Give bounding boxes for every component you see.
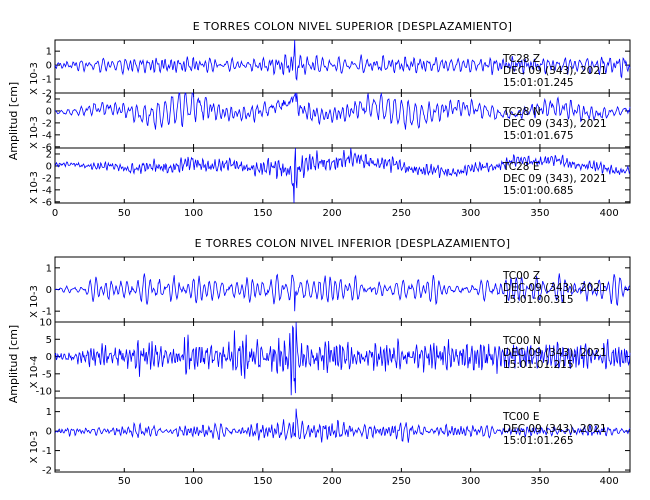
x-tick-label: 350 bbox=[530, 208, 549, 219]
y-tick-label: 0 bbox=[46, 352, 52, 363]
station-info-line: 15:01:01.245 bbox=[503, 77, 574, 89]
scale-label: X 10-3 bbox=[29, 171, 40, 204]
scale-label: X 10-3 bbox=[29, 431, 40, 464]
x-tick-label: 250 bbox=[392, 476, 411, 487]
station-info-line: TC28 E bbox=[502, 161, 539, 173]
station-info-line: DEC 09 (343), 2021 bbox=[503, 65, 607, 77]
station-info-line: 15:01:00.685 bbox=[503, 185, 574, 197]
station-info-line: TC00 E bbox=[502, 411, 539, 423]
scale-label: X 10-3 bbox=[29, 62, 40, 95]
chart-title: E TORRES COLON NIVEL INFERIOR [DESPLAZAM… bbox=[195, 237, 511, 250]
y-tick-label: -5 bbox=[42, 369, 52, 380]
y-tick-label: -10 bbox=[36, 387, 52, 398]
station-info-line: TC28 Z bbox=[502, 53, 540, 65]
station-info-line: 15:01:01.265 bbox=[503, 435, 574, 447]
y-tick-label: -2 bbox=[42, 173, 52, 184]
station-info-line: DEC 09 (343), 2021 bbox=[503, 118, 607, 130]
station-info-line: DEC 09 (343), 2021 bbox=[503, 423, 607, 435]
x-tick-label: 100 bbox=[184, 208, 203, 219]
station-info-line: DEC 09 (343), 2021 bbox=[503, 282, 607, 294]
chart-group-2: E TORRES COLON NIVEL INFERIOR [DESPLAZAM… bbox=[7, 237, 631, 487]
y-tick-label: 1 bbox=[46, 263, 52, 274]
y-tick-label: 1 bbox=[46, 407, 52, 418]
chart-title: E TORRES COLON NIVEL SUPERIOR [DESPLAZAM… bbox=[193, 20, 513, 33]
y-tick-label: 2 bbox=[46, 94, 52, 105]
scale-label: X 10-3 bbox=[29, 285, 40, 318]
y-tick-label: -2 bbox=[42, 118, 52, 129]
x-tick-label: 50 bbox=[118, 476, 131, 487]
x-tick-label: 400 bbox=[600, 208, 619, 219]
station-info-line: TC00 N bbox=[502, 335, 541, 347]
waveform-trace bbox=[54, 322, 631, 396]
scale-label: X 10-4 bbox=[29, 356, 40, 389]
y-tick-label: 0 bbox=[46, 427, 52, 438]
y-axis-label: Amplitud [cm] bbox=[7, 82, 20, 160]
y-tick-label: 0 bbox=[46, 61, 52, 72]
waveform-trace bbox=[54, 147, 631, 204]
y-tick-label: 1 bbox=[46, 47, 52, 58]
y-tick-label: -4 bbox=[42, 185, 52, 196]
scale-label: X 10-3 bbox=[29, 116, 40, 149]
y-tick-label: -2 bbox=[42, 89, 52, 100]
waveform-trace bbox=[54, 408, 631, 443]
x-tick-label: 100 bbox=[184, 476, 203, 487]
y-tick-label: 2 bbox=[46, 149, 52, 160]
station-info-line: 15:01:00.315 bbox=[503, 294, 574, 306]
chart-group-1: E TORRES COLON NIVEL SUPERIOR [DESPLAZAM… bbox=[7, 20, 631, 219]
x-tick-label: 0 bbox=[52, 208, 58, 219]
y-axis-label: Amplitud [cm] bbox=[7, 325, 20, 403]
y-tick-label: 0 bbox=[46, 161, 52, 172]
waveform-trace bbox=[54, 92, 631, 130]
y-tick-label: 5 bbox=[46, 335, 52, 346]
y-tick-label: -1 bbox=[42, 446, 52, 457]
y-tick-label: -6 bbox=[42, 142, 52, 153]
station-info-line: DEC 09 (343), 2021 bbox=[503, 173, 607, 185]
x-tick-label: 350 bbox=[530, 476, 549, 487]
x-tick-label: 150 bbox=[253, 208, 272, 219]
y-tick-label: -1 bbox=[42, 307, 52, 318]
y-tick-label: 10 bbox=[39, 318, 52, 329]
y-tick-label: -4 bbox=[42, 130, 52, 141]
x-tick-label: 50 bbox=[118, 208, 131, 219]
station-info-line: 15:01:01.675 bbox=[503, 130, 574, 142]
y-tick-label: -2 bbox=[42, 466, 52, 477]
x-tick-label: 300 bbox=[461, 476, 480, 487]
y-tick-label: 0 bbox=[46, 106, 52, 117]
x-tick-label: 400 bbox=[600, 476, 619, 487]
x-tick-label: 150 bbox=[253, 476, 272, 487]
x-tick-label: 200 bbox=[323, 208, 342, 219]
panel-frame bbox=[54, 397, 631, 473]
panel-frame bbox=[54, 147, 631, 204]
station-info-line: TC00 Z bbox=[502, 270, 540, 282]
station-info-line: 15:01:01.215 bbox=[503, 359, 574, 371]
waveform-trace bbox=[54, 273, 631, 312]
station-info-line: DEC 09 (343), 2021 bbox=[503, 347, 607, 359]
y-tick-label: -6 bbox=[42, 197, 52, 208]
x-tick-label: 300 bbox=[461, 208, 480, 219]
y-tick-label: 0 bbox=[46, 285, 52, 296]
waveform-trace bbox=[54, 39, 631, 82]
y-tick-label: -1 bbox=[42, 75, 52, 86]
x-tick-label: 200 bbox=[323, 476, 342, 487]
station-info-line: TC28 N bbox=[502, 106, 541, 118]
x-tick-label: 250 bbox=[392, 208, 411, 219]
